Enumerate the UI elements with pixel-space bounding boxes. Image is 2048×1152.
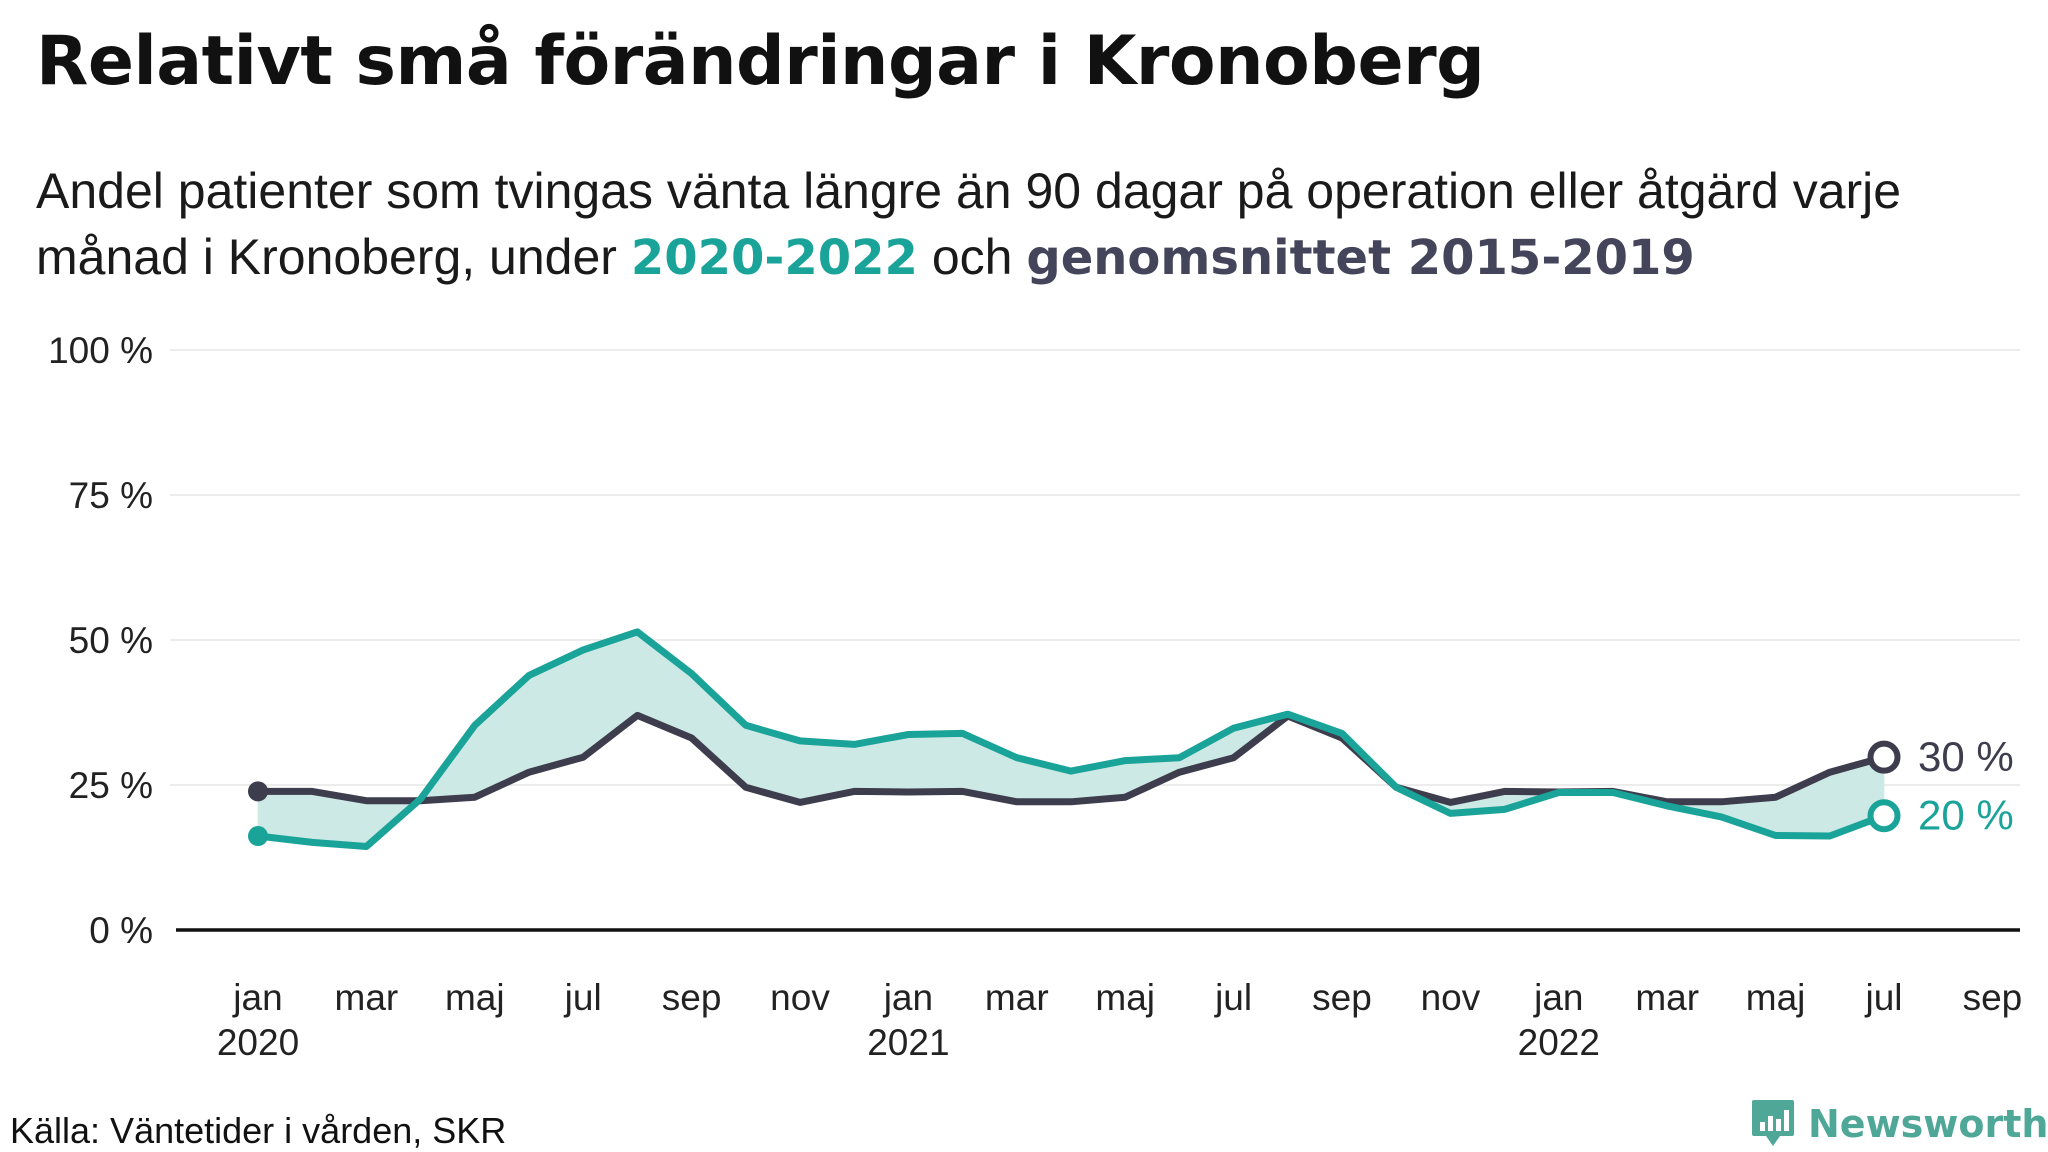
- brand-name: Newsworthy: [1808, 1102, 2048, 1146]
- chart-subtitle: Andel patienter som tvingas vänta längre…: [36, 158, 2026, 291]
- x-tick-year-label: 2021: [867, 1022, 949, 1063]
- difference-segment: [691, 672, 747, 788]
- series-start-point-average: [248, 781, 268, 802]
- x-tick-label: sep: [662, 977, 722, 1018]
- y-tick-label: 0 %: [89, 910, 153, 951]
- x-tick-year-label: 2022: [1518, 1022, 1600, 1063]
- x-tick-label: jul: [564, 977, 602, 1018]
- series-end-point-2020-2022: [1867, 799, 1901, 833]
- x-tick-label: mar: [1635, 977, 1699, 1018]
- y-tick-label: 25 %: [69, 765, 153, 806]
- x-tick-label: jan: [232, 977, 282, 1018]
- chart-title: Relativt små förändringar i Kronoberg: [36, 22, 1485, 101]
- y-tick-label: 50 %: [69, 620, 153, 661]
- series-line-2020-2022: [254, 628, 1888, 850]
- x-tick-label: maj: [445, 977, 505, 1018]
- series-markers: 20 % 30 %: [248, 733, 2014, 847]
- x-tick-label: jul: [1864, 977, 1902, 1018]
- series-start-point-2020-2022: [248, 826, 268, 847]
- series-lines: [254, 628, 1888, 850]
- x-tick-label: sep: [1963, 977, 2023, 1018]
- difference-segment: [908, 733, 963, 793]
- x-tick-label: mar: [985, 977, 1049, 1018]
- x-tick-label: jul: [1214, 977, 1252, 1018]
- newsworthy-logo-icon: [1752, 1100, 1794, 1146]
- x-tick-label: mar: [335, 977, 399, 1018]
- series-end-point-average: [1867, 740, 1901, 774]
- difference-area: [257, 631, 1885, 848]
- x-tick-label: nov: [770, 977, 830, 1018]
- brand-logo: Newsworthy: [1750, 1098, 2048, 1150]
- x-tick-label: jan: [883, 977, 933, 1018]
- x-tick-label: sep: [1312, 977, 1372, 1018]
- x-tick-label: maj: [1095, 977, 1155, 1018]
- subtitle-text-1: Andel patienter som tvingas vänta längre…: [36, 163, 1902, 285]
- subtitle-highlight-average: genomsnittet 2015-2019: [1026, 230, 1695, 286]
- subtitle-text-2: och: [917, 229, 1027, 285]
- x-tick-year-label: 2020: [217, 1022, 299, 1063]
- x-tick-label: jan: [1533, 977, 1583, 1018]
- y-tick-label: 75 %: [69, 475, 153, 516]
- x-tick-label: nov: [1421, 977, 1481, 1018]
- series-end-label-average: 30 %: [1918, 733, 2014, 780]
- source-note: Källa: Väntetider i vården, SKR: [10, 1110, 507, 1151]
- y-tick-label: 100 %: [48, 330, 153, 371]
- series-end-label-2020-2022: 20 %: [1918, 792, 2014, 839]
- x-tick-label: maj: [1746, 977, 1806, 1018]
- y-axis-labels: 0 % 25 % 50 % 75 % 100 %: [48, 330, 153, 951]
- gridlines: [170, 349, 2020, 932]
- subtitle-highlight-2020-2022: 2020-2022: [630, 230, 918, 286]
